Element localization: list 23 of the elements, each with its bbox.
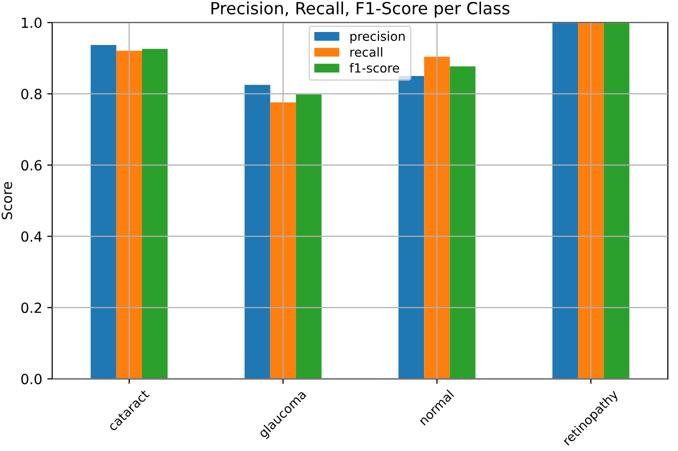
bar	[296, 94, 322, 379]
y-tick-label: 0.0	[21, 374, 42, 384]
bar	[424, 56, 450, 379]
y-tick-label: 0.4	[21, 231, 42, 242]
y-tick-label: 0.6	[21, 160, 42, 171]
y-tick-label: 0.2	[21, 302, 42, 314]
bar	[604, 22, 630, 379]
bar	[142, 48, 168, 379]
legend-label: f1-score	[350, 62, 400, 73]
bar	[244, 84, 270, 379]
legend-label: recall	[350, 47, 382, 57]
bar	[450, 66, 476, 379]
y-tick-label: 0.8	[21, 88, 42, 100]
y-axis-title: Score	[2, 182, 12, 220]
legend-label: precision	[350, 31, 405, 44]
y-tick-label: 1.0	[22, 18, 42, 28]
bar	[90, 44, 116, 379]
bar	[116, 50, 142, 379]
chart-title: Precision, Recall, F1-Score per Class	[212, 2, 510, 18]
bar	[552, 22, 578, 379]
bar	[270, 102, 296, 379]
bar	[398, 76, 424, 379]
bar	[578, 22, 604, 379]
